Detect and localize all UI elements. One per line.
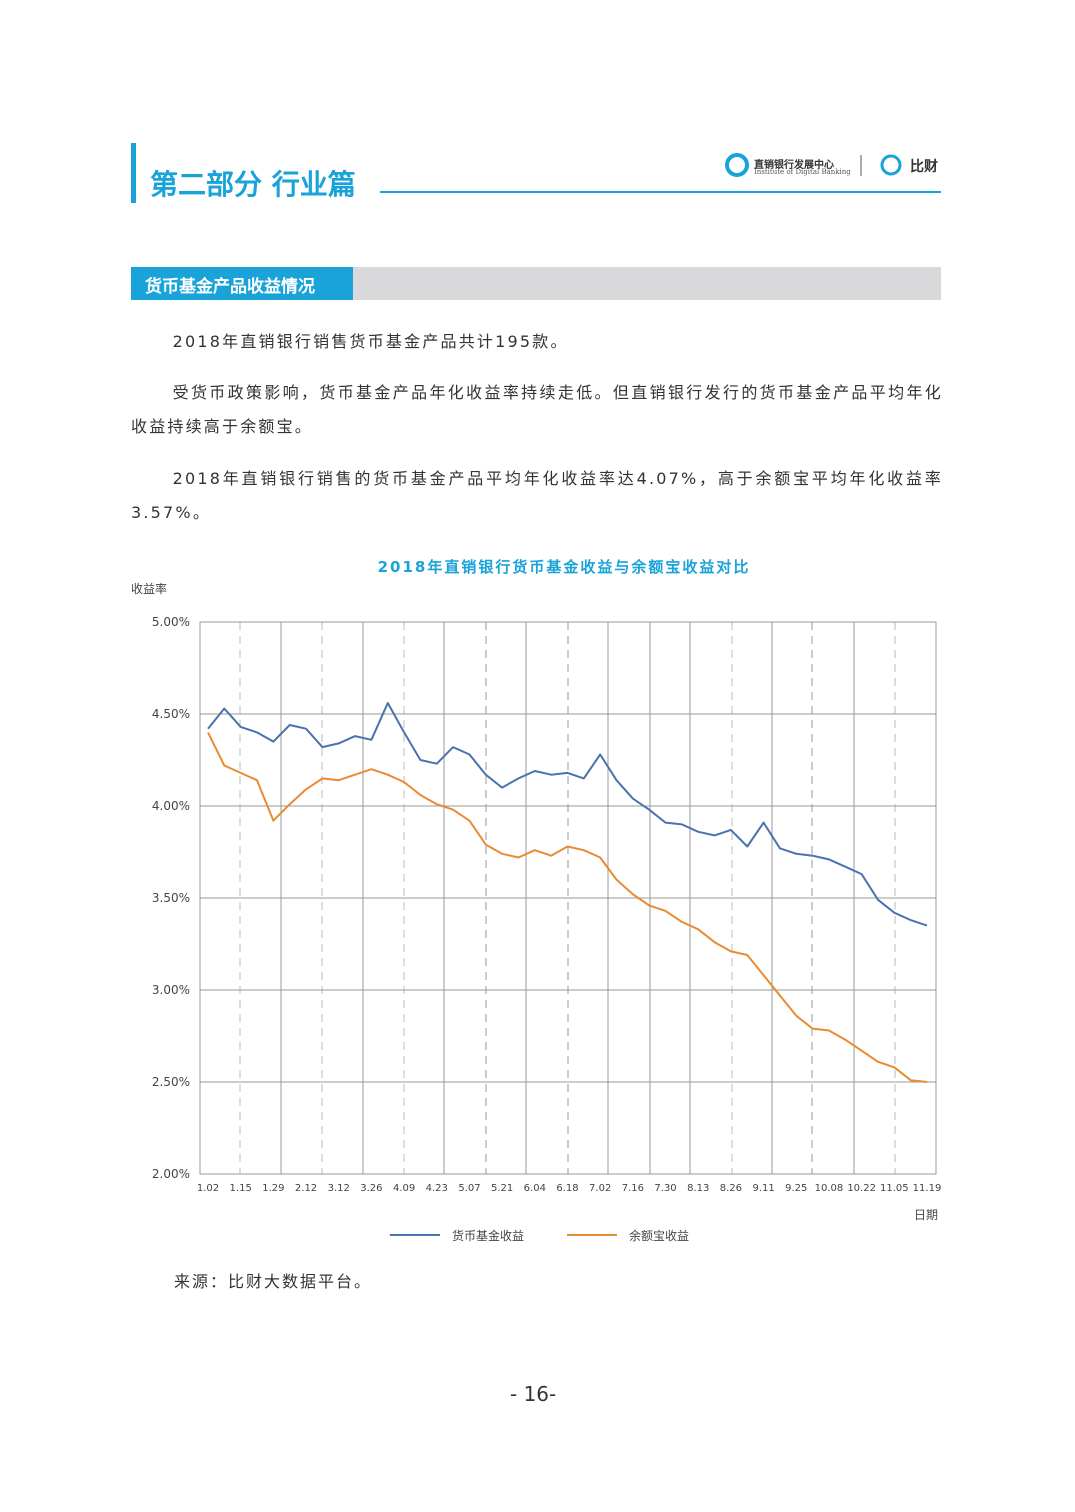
x-tick-label: 11.19 — [913, 1183, 942, 1194]
x-tick-label: 9.25 — [785, 1183, 807, 1194]
paragraph: 2018年直销银行销售货币基金产品共计195款。 — [172, 332, 569, 351]
logo-icon — [725, 153, 749, 177]
logo-icon — [880, 154, 902, 176]
logo2-text: 比财 — [910, 159, 938, 175]
x-tick-label: 5.21 — [491, 1183, 513, 1194]
y-tick-label: 3.50% — [152, 891, 190, 905]
x-tick-label: 6.18 — [556, 1183, 578, 1194]
y-tick-label: 4.50% — [152, 707, 190, 721]
logo-subtext: Institute of Digital Banking — [754, 168, 851, 176]
legend-label: 货币基金收益 — [452, 1228, 524, 1243]
section-block — [131, 267, 353, 300]
x-tick-label: 2.12 — [295, 1183, 317, 1194]
x-tick-label: 4.09 — [393, 1183, 415, 1194]
y-tick-label: 2.50% — [152, 1075, 190, 1089]
x-tick-label: 7.16 — [622, 1183, 644, 1194]
x-tick-label: 10.22 — [847, 1183, 876, 1194]
x-axis-label: 日期 — [914, 1208, 938, 1222]
x-tick-label: 11.05 — [880, 1183, 909, 1194]
logo-text: 直销银行发展中心 — [754, 160, 834, 171]
x-tick-label: 3.26 — [360, 1183, 382, 1194]
x-tick-label: 1.29 — [262, 1183, 284, 1194]
header-title: 第二部分 行业篇 — [150, 168, 356, 201]
x-tick-label: 10.08 — [815, 1183, 844, 1194]
x-tick-label: 7.30 — [654, 1183, 676, 1194]
section-bar — [353, 267, 941, 300]
header-bar — [131, 143, 136, 203]
x-tick-label: 1.15 — [230, 1183, 252, 1194]
x-tick-label: 8.26 — [720, 1183, 742, 1194]
source: 来源：比财大数据平台。 — [174, 1272, 373, 1291]
series-line — [207, 702, 928, 927]
paragraph: 受货币政策影响，货币基金产品年化收益率持续走低。但直销银行发行的货币基金产品平均… — [131, 383, 943, 436]
section-title: 货币基金产品收益情况 — [145, 277, 315, 297]
y-tick-label: 5.00% — [152, 615, 190, 629]
x-tick-label: 1.02 — [197, 1183, 219, 1194]
x-tick-label: 8.13 — [687, 1183, 709, 1194]
x-tick-label: 3.12 — [328, 1183, 350, 1194]
legend-label: 余额宝收益 — [629, 1228, 689, 1243]
x-tick-label: 4.23 — [426, 1183, 448, 1194]
y-tick-label: 3.00% — [152, 983, 190, 997]
chart-title: 2018年直销银行货币基金收益与余额宝收益对比 — [378, 558, 751, 576]
page-number: - 16- — [510, 1382, 557, 1406]
x-tick-label: 7.02 — [589, 1183, 611, 1194]
x-tick-label: 6.04 — [524, 1183, 546, 1194]
series-line — [207, 731, 928, 1083]
x-tick-label: 9.11 — [752, 1183, 774, 1194]
y-tick-label: 2.00% — [152, 1167, 190, 1181]
paragraph: 2018年直销银行销售的货币基金产品平均年化收益率达4.07%，高于余额宝平均年… — [131, 469, 943, 522]
y-tick-label: 4.00% — [152, 799, 190, 813]
x-tick-label: 5.07 — [458, 1183, 480, 1194]
y-axis-label: 收益率 — [131, 581, 167, 596]
